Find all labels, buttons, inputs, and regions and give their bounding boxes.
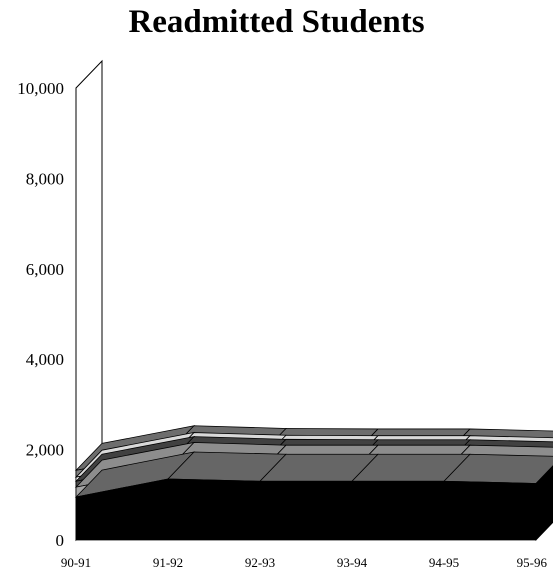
y-tick-label: 8,000 xyxy=(26,169,64,188)
y-tick-label: 6,000 xyxy=(26,260,64,279)
chart-series-group xyxy=(74,425,553,541)
y-tick-label: 4,000 xyxy=(26,350,64,369)
x-tick-label: 90-91 xyxy=(61,555,91,570)
x-tick-label: 92-93 xyxy=(245,555,275,570)
y-tick-label: 2,000 xyxy=(26,441,64,460)
y-tick-label: 0 xyxy=(56,531,65,550)
x-tick-label: 91-92 xyxy=(153,555,183,570)
y-axis: 0 2,000 4,000 6,000 8,000 10,000 xyxy=(17,79,64,550)
x-axis: 90-91 91-92 92-93 93-94 94-95 95-96 xyxy=(61,555,548,570)
y-tick-label: 10,000 xyxy=(17,79,64,98)
x-tick-label: 95-96 xyxy=(517,555,548,570)
x-tick-label: 94-95 xyxy=(429,555,459,570)
x-tick-label: 93-94 xyxy=(337,555,368,570)
chart-title: Readmitted Students xyxy=(128,4,425,40)
series-1-front xyxy=(75,478,537,541)
series-1 xyxy=(74,451,553,541)
